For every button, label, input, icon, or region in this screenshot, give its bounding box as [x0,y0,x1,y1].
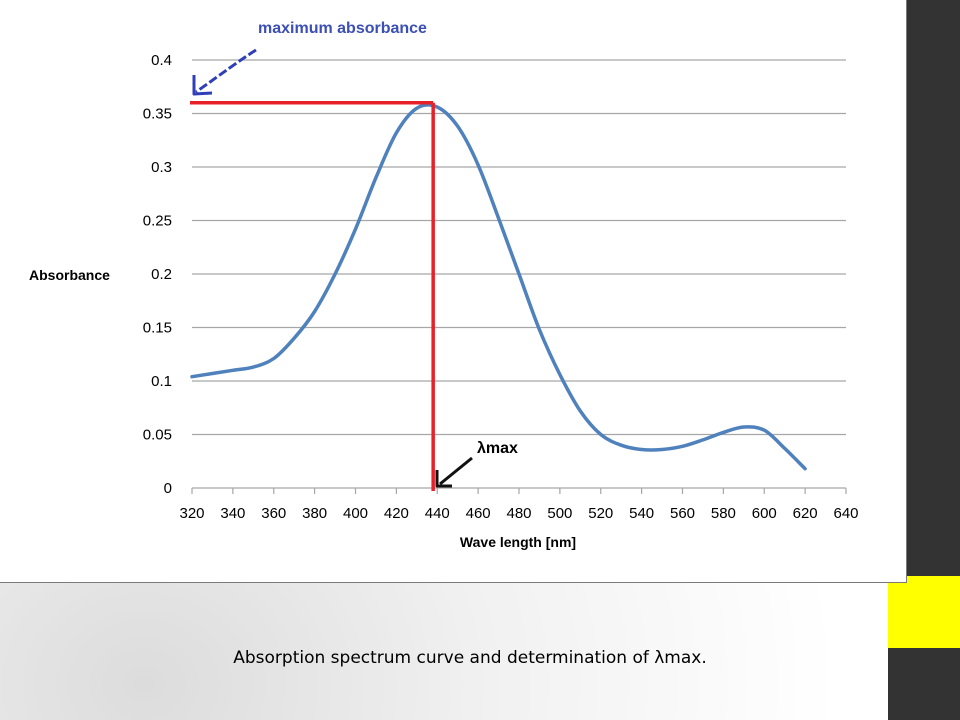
x-tick-label: 520 [588,505,613,522]
x-tick-label: 600 [752,505,777,522]
grid-lines [191,59,847,494]
y-tick-label: 0 [164,480,172,497]
y-tick-label: 0.4 [151,52,172,69]
tick-labels: 0 0.05 0.1 0.15 0.2 0.25 0.3 0.35 0.4 320 340 360 38… [143,52,859,522]
y-tick-label: 0.2 [151,266,172,283]
absorption-spectrum-chart: 0 0.05 0.1 0.15 0.2 0.25 0.3 0.35 0.4 320 340 360 38… [29,20,859,550]
chart-figure: 0 0.05 0.1 0.15 0.2 0.25 0.3 0.35 0.4 320 340 360 38… [0,0,907,583]
x-tick-label: 440 [425,505,450,522]
y-tick-label: 0.3 [151,159,172,176]
max-absorbance-label: maximum absorbance [258,20,427,37]
x-tick-label: 540 [629,505,654,522]
x-tick-label: 560 [670,505,695,522]
y-tick-label: 0.1 [151,373,172,390]
y-tick-label: 0.25 [143,213,172,230]
x-axis-label: Wave length [nm] [460,534,576,550]
x-tick-label: 320 [179,505,204,522]
absorbance-curve [190,103,807,471]
x-tick-label: 420 [384,505,409,522]
x-tick-label: 580 [711,505,736,522]
x-tick-label: 380 [302,505,327,522]
y-tick-label: 0.35 [143,106,172,123]
y-tick-label: 0.05 [143,427,172,444]
x-tick-label: 620 [793,505,818,522]
x-tick-label: 360 [261,505,286,522]
yellow-accent-block [888,576,960,648]
x-tick-label: 460 [466,505,491,522]
x-tick-label: 500 [547,505,572,522]
slide-caption: Absorption spectrum curve and determinat… [233,648,707,668]
x-tick-label: 480 [506,505,531,522]
lambda-max-label: λmax [477,440,518,457]
y-axis-label: Absorbance [29,267,110,283]
x-tick-label: 400 [343,505,368,522]
x-tick-label: 340 [220,505,245,522]
max-absorbance-arrow-icon [192,48,257,96]
x-tick-label: 640 [833,505,858,522]
y-tick-label: 0.15 [143,320,172,337]
lambda-max-arrow-icon [435,456,473,488]
